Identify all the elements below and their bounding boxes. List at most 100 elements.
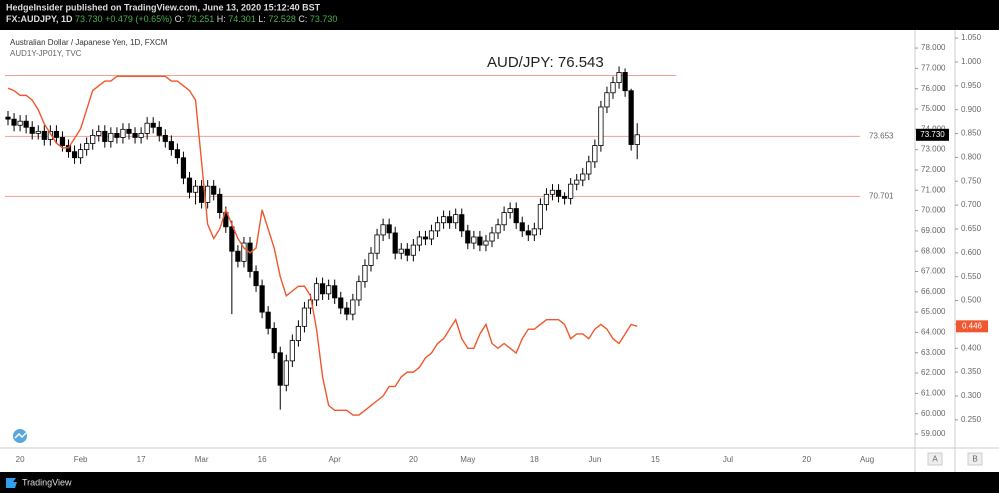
axis-button[interactable] [927,452,943,466]
candle-body [289,340,295,362]
candle-body [501,212,507,226]
y-tick-label: 73.000 [921,145,946,154]
candle-body [362,265,368,283]
candle-body [410,244,416,256]
y2-tick-label: 0.350 [961,367,982,376]
y2-tick-label: 1.000 [961,57,982,66]
candle-body [313,283,320,301]
candle-body [271,327,277,354]
candle-body [23,120,29,128]
ohlc-value: 73.251 [187,14,215,24]
candle-body [78,149,84,159]
candle-body [416,236,423,246]
y2-tick-label: 0.300 [961,391,982,400]
symbol: FX:AUDJPY, 1D [6,14,73,24]
y-tick-label: 59.000 [921,429,946,438]
ohlc-label: H: [217,14,226,24]
candle-body [326,285,332,295]
candle-body [47,130,53,140]
candle-body [35,130,41,134]
y2-tick-label: 0.900 [961,105,982,114]
y2-tick-label: 0.550 [961,272,982,281]
candle-body [253,271,259,287]
candle-body [71,151,78,159]
candle-body [392,232,398,254]
candle-body [150,122,156,128]
candle-body [277,352,283,386]
x-tick-label: 17 [137,455,146,464]
candle-body [29,126,35,134]
brand-icon [6,478,17,488]
candle-body [59,137,66,146]
candle-body [549,189,556,195]
y2-tick-label: 0.700 [961,200,982,209]
candle-body [96,130,102,136]
x-tick-label: 20 [409,455,418,464]
candle-body [102,130,108,142]
ohlc-value: 74.301 [228,14,256,24]
candle-body [162,135,168,142]
candle-body [495,224,501,234]
last-price: 73.730 [75,14,103,24]
y2-tick-label: 0.650 [961,224,982,233]
candle-body [332,285,338,299]
candle-body [295,325,302,341]
candle-body [5,116,11,120]
axis-button-label[interactable]: A [932,455,938,464]
candle-body [598,106,604,146]
candle-body [11,118,17,126]
candle-body [592,145,598,163]
candle-body [477,236,483,246]
y-tick-label: 78.000 [921,43,946,52]
candle-body [319,283,326,295]
candle-body [586,161,592,175]
x-tick-label: Aug [860,455,874,464]
candle-body [211,185,217,195]
chart-area [0,30,999,472]
axis-button-label[interactable]: B [972,455,977,464]
x-tick-label: 18 [530,455,539,464]
y2-tick-label: 1.050 [961,33,982,42]
candle-body [301,307,308,327]
candle-body [531,228,537,236]
candle-body [404,248,410,256]
publisher: HedgeInsider published on TradingView.co… [6,2,321,12]
candle-body [453,214,459,224]
candle-body [428,230,435,240]
x-tick-label: 20 [802,455,811,464]
y-tick-label: 70.000 [921,206,946,215]
ticker: FX:AUDJPY, 1D 73.730 +0.479 (+0.65%) O: … [6,14,337,24]
candle-body [241,242,247,262]
price-badge-label: 73.730 [920,130,945,139]
candle-body [574,179,580,185]
candle-body [634,134,640,145]
candle-body [628,90,634,145]
candle-body [447,216,453,224]
candle-body [174,149,180,159]
axis-button[interactable] [967,452,983,466]
candle-body [17,120,23,126]
candle-body [198,185,205,203]
candle-body [622,72,628,92]
candle-body [459,214,465,232]
candle-body [350,299,356,315]
y2-tick-label: 0.750 [961,176,982,185]
candle-body [180,157,187,179]
candle-body [156,126,162,136]
candle-body [440,216,447,224]
y-tick-label: 65.000 [921,307,946,316]
y2-tick-label: 0.400 [961,343,982,352]
candle-body [132,132,138,138]
candle-body [525,230,531,236]
ohlc-label: C: [298,14,307,24]
x-tick-label: Jul [723,455,733,464]
change: +0.479 (+0.65%) [105,14,172,24]
plot: 59.000 60.000 61.000 62.000 63.000 64.000 65.0… [5,33,988,464]
y-tick-label: 72.000 [921,165,946,174]
x-tick-label: Apr [328,455,341,464]
candle-body [90,135,96,144]
y-tick-label: 76.000 [921,84,946,93]
x-tick-label: Mar [195,455,209,464]
candle-body [537,204,544,230]
